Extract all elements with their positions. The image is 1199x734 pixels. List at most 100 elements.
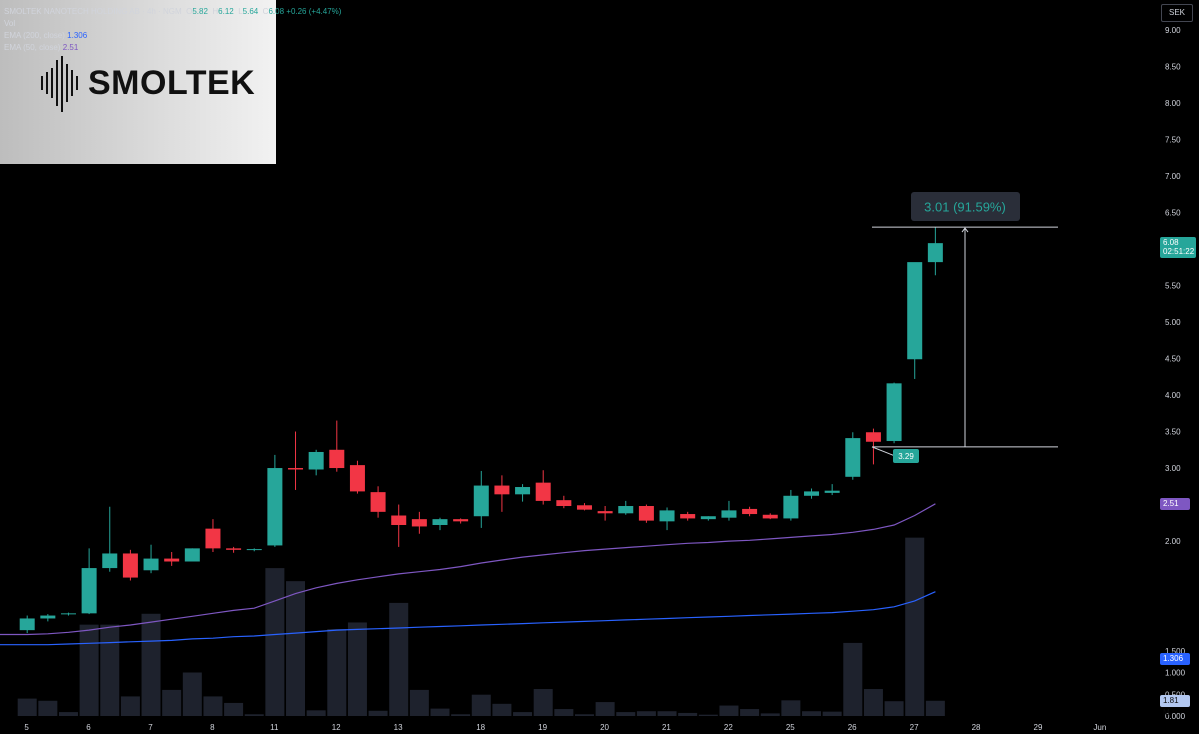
volume-bar [17,698,37,716]
price-axis-label: 4.50 [1165,355,1181,364]
candle-body [824,490,840,493]
candle-body [576,505,592,510]
candle-body [927,243,943,263]
volume-bar [760,713,780,716]
measure-label-box [911,192,1020,221]
candle-body [494,485,510,495]
candle-body [60,613,76,615]
legend-open-prefix: O [186,7,193,16]
candle-body [742,508,758,515]
candle-body [556,500,572,507]
legend-low-prefix: L [238,7,243,16]
volume-bar [409,689,429,716]
measure-base-tag [893,449,919,463]
volume-bar [678,712,698,716]
candle-body [907,262,923,360]
volume-bar [698,714,718,716]
candle-body [453,519,469,522]
candle-body [865,432,881,442]
volume-bar [719,705,739,716]
time-axis-label: 7 [148,723,153,732]
candle-body [329,449,345,469]
candle-body [40,615,56,619]
candle-body [700,516,716,520]
price-axis[interactable]: 9.008.508.007.507.006.506.005.505.004.50… [1165,26,1186,721]
price-axis-label: 8.50 [1165,62,1181,71]
legend-ema50-row[interactable]: EMA (50, close) 2.51 [4,42,341,54]
candle-body [143,558,159,571]
legend-ema200-value: 1.306 [67,31,88,40]
candle-body [783,495,799,519]
price-axis-label: 4.00 [1165,391,1181,400]
candle-body [659,510,675,522]
candle-body [246,549,262,551]
time-axis-label: 6 [86,723,91,732]
ema-lines [0,503,936,646]
candle-body [184,548,200,562]
currency-button[interactable]: SEK [1161,4,1193,22]
legend-symbol-row[interactable]: SMOLTEK NANOTECH HOLDING AB · 4h · NGM O… [4,6,341,18]
volume-bar [203,696,223,716]
candle-body [391,515,407,525]
candles [19,227,943,634]
candle-body [226,548,242,550]
price-axis-label: 6.50 [1165,208,1181,217]
price-axis-label: 3.50 [1165,428,1181,437]
measure-arrow-icon [961,227,969,233]
time-axis[interactable]: 5 6 7 8 11 12 13 18 19 20 21 22 25 26 27 28 29 Jun [24,723,1106,732]
time-axis-label: 11 [270,723,279,732]
time-axis-label: 28 [972,723,981,732]
price-axis-label: 1.500 [1165,647,1186,656]
volume-bar [513,712,533,716]
logo-wordmark: SMOLTEK [88,64,256,102]
time-axis-label: 19 [538,723,547,732]
volume-bar [802,711,822,716]
price-range-measure[interactable]: 3.01 (91.59%) 3.29 [871,192,1058,463]
measure-base-label: 3.29 [898,452,914,461]
time-axis-label: 25 [786,723,795,732]
volume-bar [100,624,120,716]
volume-bar [224,702,244,716]
price-axis-label: 0.500 [1165,690,1186,699]
volume-tag: 1.81 M [1160,695,1190,717]
volume-bar [884,701,904,716]
legend-close-prefix: C [262,7,269,16]
volume-bar [430,708,450,716]
time-axis-label: 13 [394,723,403,732]
candle-body [535,482,551,501]
volume-bar [79,624,99,716]
legend-high-prefix: H [212,7,219,16]
legend-vol-label: Vol [4,19,16,28]
price-axis-label: 5.00 [1165,318,1181,327]
legend-ema50-label: EMA (50, close) [4,43,61,52]
volume-bar [306,710,326,716]
price-axis-label: 7.00 [1165,172,1181,181]
candle-body [102,553,118,569]
time-axis-label: 18 [476,723,485,732]
legend-ema200-row[interactable]: EMA (200, close) 1.306 [4,30,341,42]
candle-body [680,514,696,519]
volume-bar [347,622,367,716]
volume-bar [843,642,863,716]
volume-bar [471,694,491,716]
candle-body [19,618,35,631]
volume-bar [616,712,636,716]
measure-pointer-line [871,446,896,457]
last-price-tag: 6.08 02:51:22 [1160,237,1196,258]
volume-bar [822,711,842,716]
volume-bar [554,709,574,716]
candle-body [638,506,654,521]
time-axis-label: 27 [910,723,919,732]
volume-bar [389,602,409,716]
legend-low: 5.64 [242,7,259,16]
volume-bar [595,702,615,716]
ema50-line [0,503,936,636]
candle-body [618,506,634,514]
legend-title: SMOLTEK NANOTECH HOLDING AB · 4h · NGM [4,7,182,16]
candle-body [762,514,778,519]
volume-bars [17,537,945,716]
legend-high: 6.12 [218,7,234,16]
legend-volume-row[interactable]: Vol [4,18,341,30]
candle-body [370,492,386,512]
